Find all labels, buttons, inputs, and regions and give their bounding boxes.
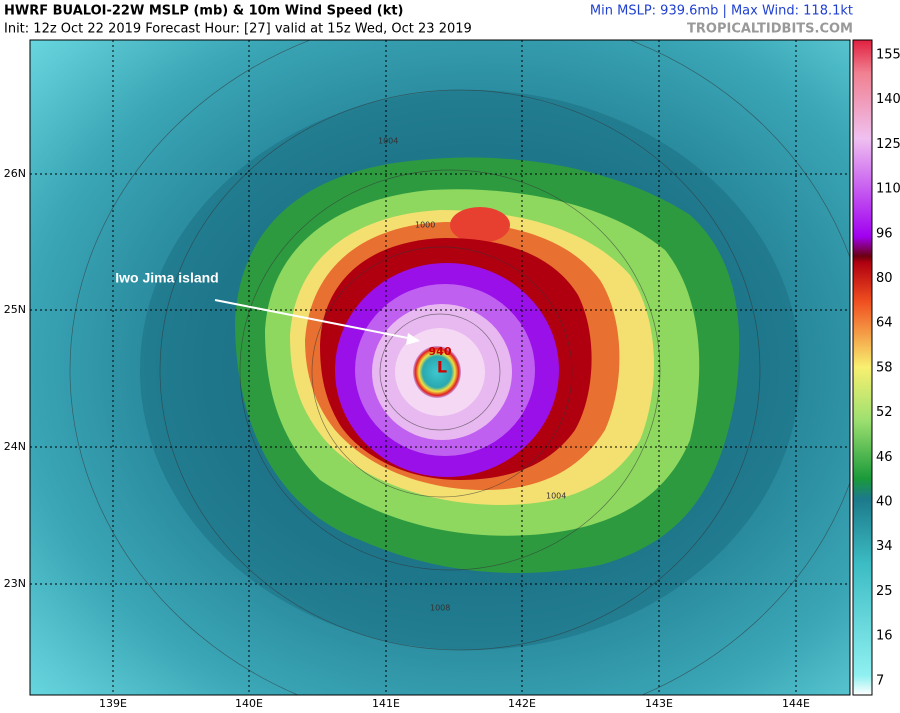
colorbar-label: 58 <box>876 360 893 375</box>
lat-label: 24N <box>4 440 26 453</box>
colorbar <box>852 39 873 696</box>
colorbar-label: 34 <box>876 539 893 554</box>
colorbar-label: 52 <box>876 405 893 420</box>
graticule <box>30 40 850 695</box>
isobar-label: 1008 <box>430 604 450 613</box>
latitude-labels: 26N 25N 24N 23N <box>4 167 26 590</box>
colorbar-label: 46 <box>876 450 893 465</box>
isobar-label: 1000 <box>415 221 435 230</box>
colorbar-label: 140 <box>876 92 900 107</box>
colorbar-label: 40 <box>876 495 893 510</box>
lon-label: 140E <box>235 697 263 710</box>
annotation: Iwo Jima island <box>115 270 218 286</box>
annotation-arrow <box>214 299 419 341</box>
colorbar-label: 80 <box>876 271 893 286</box>
min-pressure: 940 <box>429 345 452 358</box>
colorbar-label: 64 <box>876 316 893 331</box>
colorbar-label: 125 <box>876 137 900 152</box>
subtitle: Init: 12z Oct 22 2019 Forecast Hour: [27… <box>4 22 472 37</box>
lon-label: 143E <box>645 697 673 710</box>
low-marker: L <box>437 358 447 377</box>
header: HWRF BUALOI-22W MSLP (mb) & 10m Wind Spe… <box>4 4 853 37</box>
stats: Min MSLP: 939.6mb | Max Wind: 118.1kt <box>590 4 853 19</box>
colorbar-label: 25 <box>876 584 893 599</box>
lon-label: 144E <box>782 697 810 710</box>
colorbar-labels: 155 140 125 110 96 80 64 58 52 46 40 34 25 16 7 <box>876 48 900 689</box>
source: TROPICALTIDBITS.COM <box>687 22 853 37</box>
arrow-head <box>406 333 420 345</box>
lat-label: 26N <box>4 167 26 180</box>
colorbar-label: 155 <box>876 48 900 63</box>
colorbar-label: 7 <box>876 673 884 688</box>
lat-label: 25N <box>4 303 26 316</box>
lon-label: 139E <box>99 697 127 710</box>
colorbar-label: 96 <box>876 226 893 241</box>
map-frame <box>29 39 851 696</box>
lon-label: 142E <box>508 697 536 710</box>
eye <box>413 346 461 398</box>
title: HWRF BUALOI-22W MSLP (mb) & 10m Wind Spe… <box>4 4 404 19</box>
lon-label: 141E <box>372 697 400 710</box>
isobars <box>69 40 850 695</box>
map: 1004 1000 1004 1008 940 L Iwo Jima islan… <box>30 40 850 695</box>
colorbar-label: 110 <box>876 182 900 197</box>
longitude-labels: 139E 140E 141E 142E 143E 144E <box>99 697 810 710</box>
wind-band <box>450 207 510 243</box>
isobar-label: 1004 <box>546 492 566 501</box>
lat-label: 23N <box>4 577 26 590</box>
isobar-label: 1004 <box>378 137 398 146</box>
colorbar-label: 16 <box>876 629 893 644</box>
